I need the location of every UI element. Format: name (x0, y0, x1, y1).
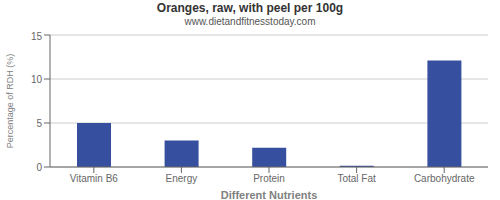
svg-text:15: 15 (31, 31, 43, 42)
svg-text:10: 10 (31, 74, 43, 85)
svg-text:0: 0 (36, 162, 42, 173)
html-text:www.dietandfitnesstoday.com: www.dietandfitnesstoday.com (184, 16, 316, 27)
svg-text:Total Fat: Total Fat (337, 173, 376, 184)
svg-text:Vitamin B6: Vitamin B6 (70, 173, 119, 184)
svg-text:Percentage of RDH (%): Percentage of RDH (%) (8, 54, 15, 149)
svg-text:Protein: Protein (253, 173, 285, 184)
html-text:Oranges, raw, with peel per 10: Oranges, raw, with peel per 100g (156, 1, 344, 15)
svg-text:5: 5 (36, 118, 42, 129)
svg-text:Carbohydrate: Carbohydrate (414, 173, 475, 184)
svg-text:Different Nutrients: Different Nutrients (221, 189, 318, 200)
svg-text:Energy: Energy (166, 173, 198, 184)
